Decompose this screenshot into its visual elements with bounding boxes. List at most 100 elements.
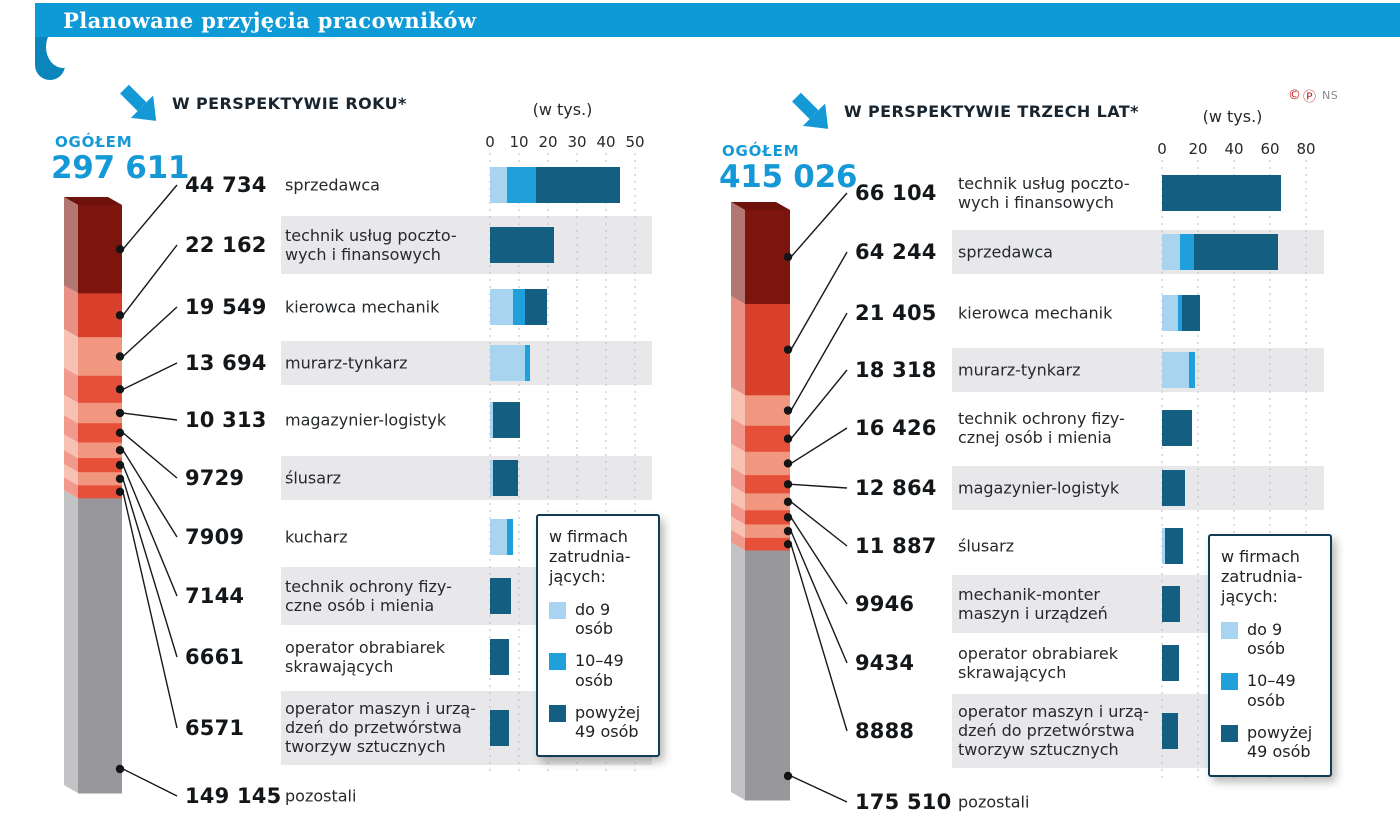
legend-label-do9: do 9 osób	[1247, 620, 1286, 659]
bar-segment-do9	[1162, 295, 1179, 331]
bar-segment-do9	[1162, 234, 1180, 270]
connector-line	[790, 543, 848, 732]
credits: © Ⓟ NS	[1288, 86, 1338, 105]
stacked-bar	[490, 639, 510, 675]
row-label: murarz-tynkarz	[285, 353, 408, 373]
tower-left-face	[64, 490, 78, 793]
panel1-total-label: OGÓŁEM	[55, 133, 133, 151]
bar-segment-10-49	[524, 345, 530, 381]
row-value: 175 510	[855, 790, 952, 814]
bar-segment-do9	[490, 345, 525, 381]
bar-segment-pow49	[1162, 470, 1186, 506]
row-label: sprzedawca	[958, 242, 1053, 262]
stacked-bar	[490, 402, 520, 438]
row-value: 7144	[185, 584, 245, 608]
row-value: 7909	[185, 525, 245, 549]
bar-segment-pow49	[1162, 175, 1281, 211]
connector-dot	[115, 428, 125, 438]
bar-segment-pow49	[492, 402, 520, 438]
bar-segment-pow49	[490, 639, 510, 675]
legend-label-pow49: powyżej 49 osób	[575, 702, 641, 741]
row-value: 18 318	[855, 358, 937, 382]
tower-segment	[78, 423, 122, 443]
tower-segment	[78, 205, 122, 294]
stacked-bar	[1162, 234, 1278, 270]
legend-item-pow49: powyżej 49 osób	[1221, 723, 1319, 761]
row-label: operator maszyn i urzą- dzeń do przetwór…	[958, 702, 1149, 760]
connector-dot	[783, 497, 793, 507]
connector-line	[790, 530, 848, 664]
legend-item-pow49: powyżej 49 osób	[549, 703, 647, 741]
connector-dot	[783, 539, 793, 549]
legend-heading: w firmach zatrudnia- jących:	[1221, 547, 1303, 606]
bar-segment-do9	[490, 167, 508, 203]
bar-segment-do9	[490, 289, 514, 325]
row-label: ślusarz	[958, 536, 1015, 556]
connector-dot	[783, 526, 793, 536]
row-label: technik ochrony fizy- czne osób i mienia	[285, 576, 452, 615]
panel2-total-value: 415 026	[719, 159, 858, 195]
bar-segment-pow49	[490, 710, 510, 746]
connector-dot	[783, 513, 793, 522]
stacked-bar	[1162, 352, 1195, 388]
axis-tick-label: 0	[485, 133, 495, 151]
legend-swatch-10-49-icon	[1221, 673, 1238, 691]
legend-heading: w firmach zatrudnia- jących:	[549, 527, 631, 586]
legend-swatch-pow49-icon	[549, 704, 566, 722]
bar-segment-pow49	[1181, 295, 1201, 331]
p-circle-icon: Ⓟ	[1303, 90, 1317, 105]
connector-dot	[783, 771, 793, 781]
row-value: 64 244	[855, 240, 937, 264]
connector-dot	[115, 244, 125, 254]
legend-swatch-10-49-icon	[549, 653, 566, 671]
row-label: magazynier-logistyk	[285, 410, 447, 430]
connector-line	[122, 449, 178, 538]
tower-left-face	[64, 434, 78, 459]
connector-line	[790, 427, 848, 465]
connector-line	[790, 312, 848, 411]
stacked-bar	[1162, 586, 1180, 622]
connector-line	[790, 192, 848, 258]
connector-dot	[115, 764, 125, 774]
stacked-bar	[490, 710, 510, 746]
stacked-bar	[490, 227, 555, 263]
tower-left-face	[731, 529, 745, 551]
connector-line	[122, 184, 178, 250]
stacked-bar	[490, 345, 530, 381]
row-label: pozostali	[285, 786, 357, 806]
connector-line	[790, 501, 848, 547]
row-value: 13 694	[185, 351, 267, 375]
banner-ribbon-fold	[35, 26, 80, 80]
row-value: 22 162	[185, 233, 267, 257]
row-value: 9946	[855, 592, 915, 616]
tower-segment	[745, 524, 790, 539]
tower-left-face	[64, 464, 78, 486]
legend-box: w firmach zatrudnia- jących: do 9 osób 1…	[536, 514, 660, 758]
axis-tick-label: 60	[1260, 140, 1280, 158]
connector-dot	[783, 252, 793, 262]
bar-segment-pow49	[1162, 410, 1192, 446]
bar-segment-pow49	[490, 227, 555, 263]
row-value: 19 549	[185, 295, 267, 319]
tower-segment	[78, 293, 122, 338]
row-stripe	[281, 456, 652, 500]
bar-segment-pow49	[1194, 234, 1278, 270]
legend-label-do9: do 9 osób	[575, 600, 614, 639]
stacked-bar	[1162, 410, 1192, 446]
legend-label-10-49: 10–49 osób	[1247, 671, 1296, 710]
stacked-bar	[1162, 645, 1179, 681]
panel1-heading: W PERSPEKTYWIE ROKU*	[172, 94, 407, 113]
legend-swatch-do9-icon	[549, 602, 566, 619]
connector-dot	[115, 446, 125, 455]
tower-segment	[78, 402, 122, 424]
tower-segment	[78, 498, 122, 794]
bar-segment-10-49	[513, 289, 525, 325]
row-value: 21 405	[855, 301, 937, 325]
tower-left-face	[64, 450, 78, 473]
connector-dot	[783, 345, 793, 354]
tower-segment	[78, 472, 122, 486]
row-stripe	[952, 466, 1324, 510]
connector-line	[122, 306, 178, 357]
connector-line	[122, 244, 178, 316]
